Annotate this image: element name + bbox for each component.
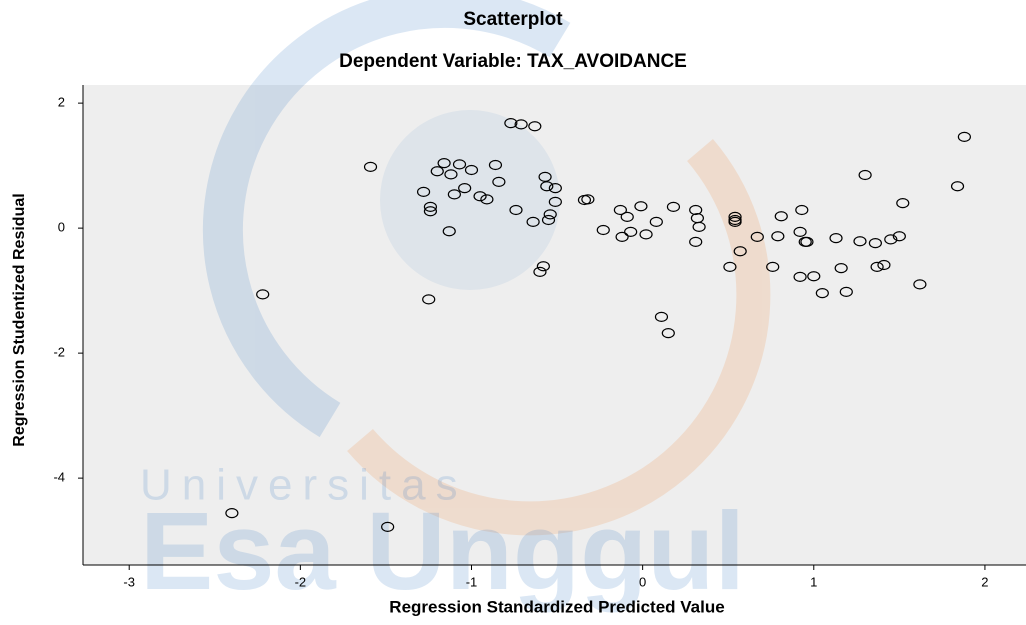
chart: Universitas Esa Unggul Scatterplot Depen…	[0, 0, 1026, 625]
chart-subtitle: Dependent Variable: TAX_AVOIDANCE	[339, 51, 687, 72]
x-tick-label: 1	[810, 574, 817, 589]
x-tick-label: -2	[295, 574, 307, 589]
x-tick-label: -1	[466, 574, 478, 589]
x-tick-label: -3	[123, 574, 135, 589]
y-tick-label: 0	[58, 220, 65, 235]
x-tick-label: 0	[639, 574, 646, 589]
y-axis-label: Regression Studentized Residual	[11, 193, 28, 446]
y-tick-label: 2	[58, 95, 65, 110]
x-axis-label: Regression Standardized Predicted Value	[389, 597, 724, 616]
y-tick-label: -4	[53, 470, 65, 485]
chart-title: Scatterplot	[463, 9, 563, 30]
x-tick-label: 2	[981, 574, 988, 589]
y-tick-label: -2	[53, 345, 65, 360]
